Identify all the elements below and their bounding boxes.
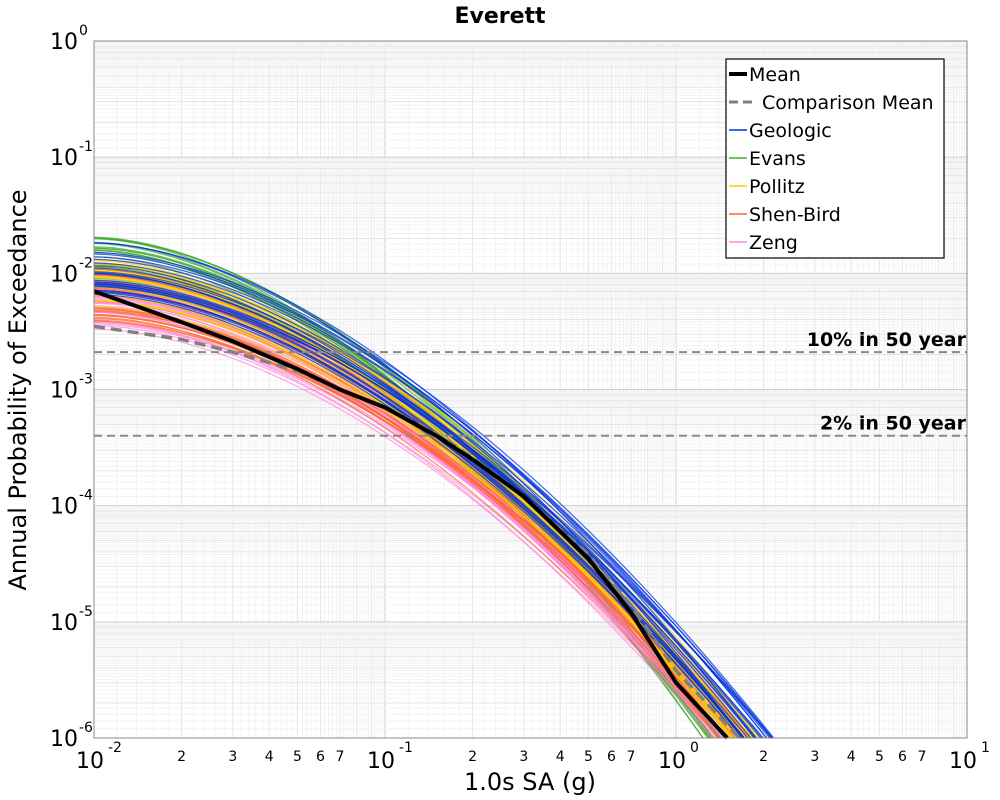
- branch-curve: [93, 286, 773, 739]
- branch-curve: [93, 253, 767, 739]
- reference-line-labels: 10% in 50 year 2% in 50 year: [807, 329, 967, 435]
- legend-label: Evans: [749, 148, 806, 170]
- branch-curve: [93, 251, 775, 739]
- branch-curve: [93, 310, 726, 739]
- y-tick-label: 10: [50, 146, 78, 171]
- x-minor-tick-label: 4: [556, 749, 565, 765]
- chart-title: Everett: [454, 4, 546, 29]
- y-tick-label: 10: [50, 611, 78, 636]
- mean-curves: [93, 289, 741, 740]
- x-minor-tick-label: 2: [177, 749, 186, 765]
- x-tick-label: 10: [76, 749, 104, 774]
- x-minor-tick-label: 6: [898, 749, 907, 765]
- branch-curve: [93, 294, 735, 739]
- x-minor-tick-label: 4: [847, 749, 856, 765]
- branch-curves: [93, 236, 775, 739]
- legend-label: Shen-Bird: [749, 204, 841, 226]
- reference-lines: [94, 351, 967, 437]
- branch-curve: [93, 293, 741, 739]
- branch-curve: [93, 272, 744, 739]
- legend-label: Pollitz: [749, 176, 805, 198]
- x-tick-label: 10: [658, 749, 686, 774]
- x-minor-tick-label: 7: [917, 749, 926, 765]
- y-tick-label: 10: [50, 262, 78, 287]
- branch-curve: [93, 296, 716, 739]
- reference-line-label: 2% in 50 year: [820, 413, 967, 435]
- bundle-geologic: [93, 242, 775, 739]
- legend-label: Mean: [749, 64, 801, 86]
- branch-curve: [93, 279, 763, 739]
- branch-curve: [93, 258, 768, 739]
- branch-curve: [93, 271, 770, 739]
- x-minor-tick-label: 7: [626, 749, 635, 765]
- x-tick-exponent: -2: [108, 740, 122, 756]
- x-minor-tick-label: 3: [810, 749, 819, 765]
- x-minor-tick-label: 6: [316, 749, 325, 765]
- x-tick-exponent: 1: [981, 740, 990, 756]
- legend-label: Geologic: [749, 120, 832, 142]
- y-tick-exponent: -1: [79, 139, 93, 155]
- legend: Mean Comparison Mean Geologic Evans Pollitz S…: [725, 58, 945, 259]
- comparison-mean-curve: [93, 324, 741, 740]
- y-tick-label: 10: [50, 727, 78, 752]
- legend-label: Zeng: [749, 232, 798, 254]
- x-minor-tick-label: 5: [293, 749, 302, 765]
- branch-curve: [93, 302, 717, 739]
- x-tick-exponent: 0: [690, 740, 699, 756]
- x-tick-exponent: -1: [399, 740, 413, 756]
- branch-curve: [93, 328, 719, 739]
- x-tick-label: 10: [367, 749, 395, 774]
- y-tick-exponent: 0: [79, 23, 88, 39]
- y-axis-label: Annual Probability of Exceedance: [4, 189, 32, 590]
- x-minor-tick-label: 5: [584, 749, 593, 765]
- y-tick-label: 10: [50, 379, 78, 404]
- x-minor-tick-label: 2: [759, 749, 768, 765]
- y-tick-exponent: -2: [79, 255, 93, 271]
- x-minor-tick-label: 5: [875, 749, 884, 765]
- y-tick-exponent: -3: [79, 372, 93, 388]
- mean-curve: [93, 289, 729, 740]
- reference-line-label: 10% in 50 year: [807, 329, 967, 351]
- y-tick-label: 10: [50, 30, 78, 55]
- x-minor-tick-label: 3: [519, 749, 528, 765]
- y-tick-exponent: -6: [79, 720, 93, 736]
- x-minor-tick-label: 3: [228, 749, 237, 765]
- x-minor-tick-label: 6: [607, 749, 616, 765]
- x-axis-label: 1.0s SA (g): [464, 768, 596, 796]
- plot-frame: [93, 40, 968, 739]
- x-minor-tick-label: 7: [335, 749, 344, 765]
- x-minor-tick-label: 2: [468, 749, 477, 765]
- y-tick-exponent: -4: [79, 488, 93, 504]
- x-minor-tick-label: 4: [265, 749, 274, 765]
- x-tick-label: 10: [949, 749, 977, 774]
- y-tick-exponent: -5: [79, 604, 93, 620]
- y-tick-label: 10: [50, 495, 78, 520]
- legend-box: [725, 58, 945, 259]
- legend-label: Comparison Mean: [762, 92, 934, 114]
